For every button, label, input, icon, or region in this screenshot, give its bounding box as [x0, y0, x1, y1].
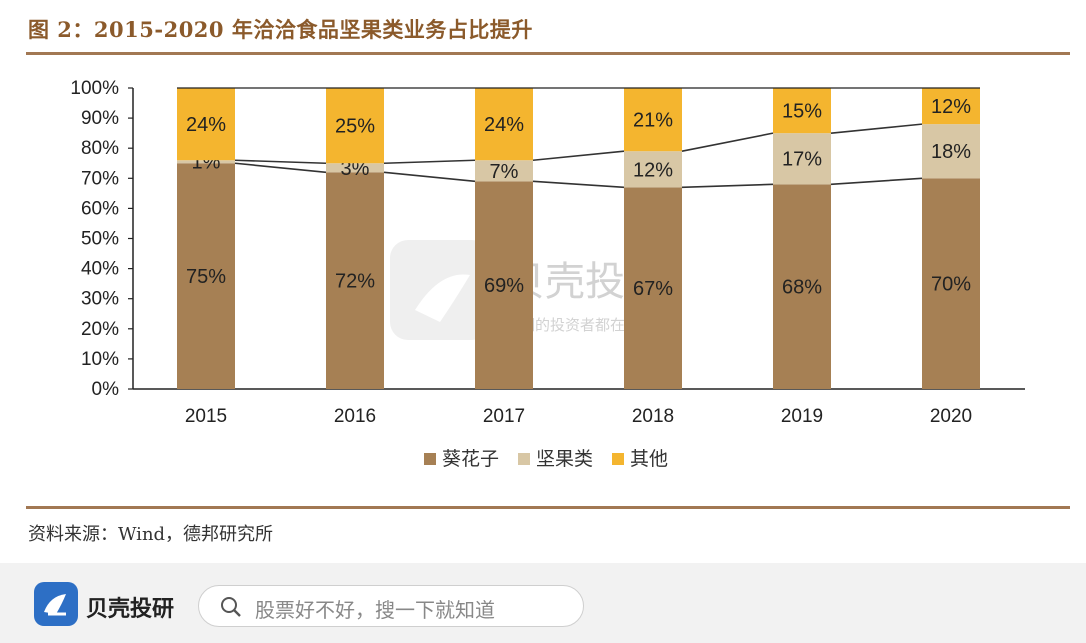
data-label: 3% — [341, 158, 370, 180]
legend-label: 其他 — [630, 448, 668, 470]
y-tick-label: 20% — [81, 319, 119, 340]
x-tick-label: 2018 — [632, 406, 674, 427]
search-input[interactable]: 股票好不好，搜一下就知道 — [198, 585, 584, 627]
watermark-slogan: 聪明的投资者都在关注 — [505, 316, 655, 334]
search-placeholder: 股票好不好，搜一下就知道 — [255, 598, 495, 622]
x-tick-label: 2017 — [483, 406, 525, 427]
data-label: 12% — [931, 96, 971, 118]
data-label: 18% — [931, 141, 971, 163]
bar-segment — [922, 124, 980, 179]
x-tick-label: 2015 — [185, 406, 227, 427]
y-tick-label: 50% — [81, 229, 119, 250]
bar-segment — [773, 184, 831, 389]
data-label: 24% — [484, 114, 524, 136]
shell-logo-glyph — [44, 594, 66, 616]
search-icon — [221, 597, 241, 617]
x-tick-label: 2020 — [930, 406, 972, 427]
legend-swatch — [518, 453, 530, 465]
y-tick-label: 40% — [81, 259, 119, 280]
bar-segment — [773, 133, 831, 185]
stacked-bar-chart: 贝壳投研 聪明的投资者都在关注 0%10%20%30%40%50%60%70%8… — [70, 78, 1025, 470]
y-tick-label: 70% — [81, 168, 119, 189]
series-connector-line — [234, 123, 923, 165]
data-label: 68% — [782, 277, 822, 299]
y-tick-label: 30% — [81, 289, 119, 310]
y-tick-label: 0% — [92, 379, 120, 400]
data-label: 24% — [186, 114, 226, 136]
bar-segment — [177, 160, 235, 164]
bar-segment — [475, 88, 533, 161]
data-label: 17% — [782, 149, 822, 171]
data-label: 75% — [186, 266, 226, 288]
data-label: 25% — [335, 116, 375, 138]
data-label: 12% — [633, 159, 673, 181]
x-tick-label: 2016 — [334, 406, 376, 427]
data-label: 72% — [335, 271, 375, 293]
series-connector-line — [234, 162, 923, 189]
bar-segment — [624, 88, 682, 152]
bar-segment — [773, 88, 831, 134]
y-tick-label: 90% — [81, 108, 119, 129]
footer-brand[interactable]: 贝壳投研 — [86, 597, 175, 622]
legend-swatch — [612, 453, 624, 465]
bar-segment — [326, 172, 384, 389]
bar-segment — [326, 163, 384, 173]
bar-segment — [177, 88, 235, 161]
data-label: 7% — [490, 161, 519, 183]
x-tick-label: 2019 — [781, 406, 823, 427]
source-note: 资料来源：Wind，德邦研究所 — [28, 524, 274, 545]
plot-area: 0%10%20%30%40%50%60%70%80%90%100%75%1%24… — [70, 78, 1025, 427]
shell-logo-icon[interactable] — [34, 582, 78, 626]
legend-label: 葵花子 — [442, 448, 499, 470]
bar-segment — [475, 181, 533, 389]
footer-bar: 贝壳投研 股票好不好，搜一下就知道 — [0, 563, 1086, 643]
legend-label: 坚果类 — [536, 448, 593, 470]
legend: 葵花子 坚果类 其他 — [424, 448, 668, 470]
data-label: 70% — [931, 274, 971, 296]
bar-segment — [475, 160, 533, 182]
y-tick-label: 100% — [70, 78, 119, 99]
bar-segment — [624, 187, 682, 389]
bar-segment — [624, 151, 682, 188]
legend-swatch — [424, 453, 436, 465]
watermark-shell-icon — [415, 274, 470, 322]
data-label: 69% — [484, 275, 524, 297]
y-tick-label: 60% — [81, 198, 119, 219]
data-label: 15% — [782, 101, 822, 123]
bar-segment — [922, 178, 980, 389]
top-divider — [26, 52, 1070, 55]
bottom-divider — [26, 506, 1070, 509]
chart-title: 图 2：2015-2020 年洽洽食品坚果类业务占比提升 — [28, 17, 533, 42]
y-tick-label: 10% — [81, 349, 119, 370]
bar-segment — [326, 88, 384, 164]
data-label: 67% — [633, 278, 673, 300]
y-tick-label: 80% — [81, 138, 119, 159]
bar-segment — [922, 88, 980, 125]
bar-segment — [177, 163, 235, 389]
data-label: 21% — [633, 110, 673, 132]
